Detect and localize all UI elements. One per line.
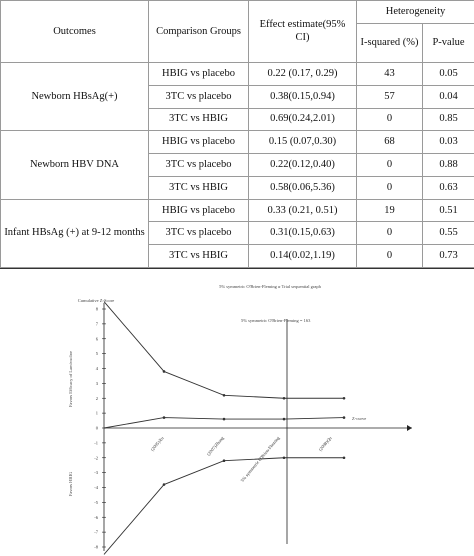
- i2-cell: 57: [356, 84, 423, 109]
- table-row: Newborn HBV DNA HBIG vs placebo 0.15 (0.…: [0, 130, 474, 200]
- data-point: [282, 396, 286, 400]
- results-table: Outcomes Comparison Groups Effect estima…: [0, 0, 474, 269]
- outcome-cell: Infant HBsAg (+) at 9-12 months: [0, 198, 149, 269]
- table-row: 3TC vs placebo 0.38(0.15,0.94) 57 0.04: [1, 84, 474, 109]
- effect-cell: 0.15 (0.07,0.30): [248, 130, 357, 155]
- table-row: Infant HBsAg (+) at 9-12 months HBIG vs …: [0, 198, 474, 269]
- p-cell: 0.04: [421, 84, 474, 109]
- lower-region-label: Favors HBIG: [68, 471, 73, 496]
- y-tick-label: 2: [96, 396, 98, 401]
- i2-cell: 0: [356, 244, 423, 268]
- effect-cell: 0.31(0.15,0.63): [248, 221, 357, 246]
- header-effect: Effect estimate(95% CI): [248, 0, 357, 64]
- comparison-cell: HBIG vs placebo: [148, 130, 249, 155]
- trial-sequential-chart: 5% symmetric O'Brien-Fleming α Trial seq…: [68, 284, 412, 555]
- data-point: [282, 456, 286, 460]
- comparison-cell: 3TC vs HBIG: [148, 175, 249, 200]
- comparison-cell: HBIG vs placebo: [148, 62, 249, 86]
- y-tick-label: -7: [94, 530, 98, 535]
- i2-cell: 19: [356, 198, 423, 223]
- table-row: Newborn HBsAg(+) HBIG vs placebo 0.22 (0…: [0, 62, 474, 132]
- x-axis-arrow: [407, 425, 412, 431]
- data-point: [222, 393, 226, 397]
- p-cell: 0.51: [421, 198, 474, 223]
- outcome-cell: Newborn HBV DNA: [0, 130, 149, 200]
- y-tick-label: 1: [96, 411, 98, 416]
- data-point: [342, 416, 346, 419]
- x-tick-label: (2005)Xu: [150, 435, 166, 452]
- boundary-label: 5% symmetric O'Brien-Fleming = 163: [241, 318, 311, 323]
- comparison-cell: 3TC vs placebo: [148, 153, 249, 177]
- comparison-cell: 3TC vs HBIG: [148, 244, 249, 268]
- y-tick-label: 5: [96, 351, 99, 356]
- y-tick-label: 6: [96, 336, 99, 341]
- y-tick-label: -8: [94, 545, 98, 550]
- effect-cell: 0.58(0.06,5.36): [248, 175, 357, 200]
- header-i-squared: I-squared (%): [356, 22, 423, 64]
- y-tick-label: -5: [94, 500, 98, 505]
- p-cell: 0.88: [421, 153, 474, 177]
- data-point: [162, 483, 166, 486]
- y-tick-label: -1: [94, 440, 98, 445]
- effect-cell: 0.38(0.15,0.94): [248, 84, 357, 109]
- chart-title: 5% symmetric O'Brien-Fleming α Trial seq…: [219, 284, 321, 289]
- header-outcomes: Outcomes: [0, 0, 149, 64]
- p-cell: 0.05: [421, 62, 474, 86]
- table-row: 3TC vs placebo 0.31(0.15,0.63) 0 0.55: [1, 221, 474, 246]
- y-tick-label: -2: [94, 455, 98, 460]
- table-row: 3TC vs HBIG 0.14(0.02,1.19) 0 0.73: [1, 244, 474, 268]
- p-cell: 0.85: [421, 107, 474, 132]
- i2-cell: 0: [356, 153, 423, 177]
- p-cell: 0.03: [421, 130, 474, 155]
- p-cell: 0.55: [421, 221, 474, 246]
- upper-boundary-line: [103, 301, 344, 399]
- data-point: [222, 417, 226, 421]
- table-row: 3TC vs placebo 0.22(0.12,0.40) 0 0.88: [1, 153, 474, 177]
- p-cell: 0.73: [421, 244, 474, 268]
- effect-cell: 0.14(0.02,1.19): [248, 244, 357, 268]
- i2-cell: 0: [356, 175, 423, 200]
- y-tick-label: 8: [96, 307, 99, 312]
- y-tick-label: 3: [96, 381, 99, 386]
- outcome-cell: Newborn HBsAg(+): [0, 62, 149, 132]
- comparison-cell: HBIG vs placebo: [148, 198, 249, 223]
- header-heterogeneity: Heterogeneity: [355, 0, 474, 24]
- p-cell: 0.63: [421, 175, 474, 200]
- y-tick-label: 7: [96, 321, 99, 326]
- data-point: [342, 396, 346, 400]
- lower-boundary-line: [103, 457, 344, 555]
- data-point: [162, 370, 166, 373]
- data-point: [342, 456, 346, 460]
- i2-cell: 68: [356, 130, 423, 155]
- effect-cell: 0.69(0.24,2.01): [248, 107, 357, 132]
- y-tick-label: 0: [96, 426, 99, 431]
- section-divider: [0, 268, 474, 269]
- data-point: [162, 416, 166, 419]
- i2-cell: 0: [356, 221, 423, 246]
- z-curve-label: Z-curve: [352, 416, 366, 421]
- header-comparison: Comparison Groups: [148, 0, 249, 64]
- comparison-cell: 3TC vs HBIG: [148, 107, 249, 132]
- x-tick-label: (2007)Zhang: [206, 435, 225, 457]
- data-point: [282, 417, 286, 421]
- upper-region-label: Favors Efficacy of Lamivudine: [68, 351, 73, 407]
- effect-cell: 0.22(0.12,0.40): [248, 153, 357, 177]
- y-tick-label: 4: [96, 366, 99, 371]
- comparison-cell: 3TC vs placebo: [148, 221, 249, 246]
- comparison-cell: 3TC vs placebo: [148, 84, 249, 109]
- header-p-value: P-value: [421, 22, 474, 64]
- effect-cell: 0.33 (0.21, 0.51): [248, 198, 357, 223]
- y-tick-label: -3: [94, 470, 98, 475]
- x-tick-label: (2008)Qu: [318, 435, 334, 452]
- i2-cell: 43: [356, 62, 423, 86]
- y-tick-label: -4: [94, 485, 98, 490]
- i2-cell: 0: [356, 107, 423, 132]
- y-tick-label: -6: [94, 515, 98, 520]
- y-axis-label: Cumulative Z-Score: [78, 298, 115, 303]
- effect-cell: 0.22 (0.17, 0.29): [248, 62, 357, 86]
- data-point: [222, 459, 226, 463]
